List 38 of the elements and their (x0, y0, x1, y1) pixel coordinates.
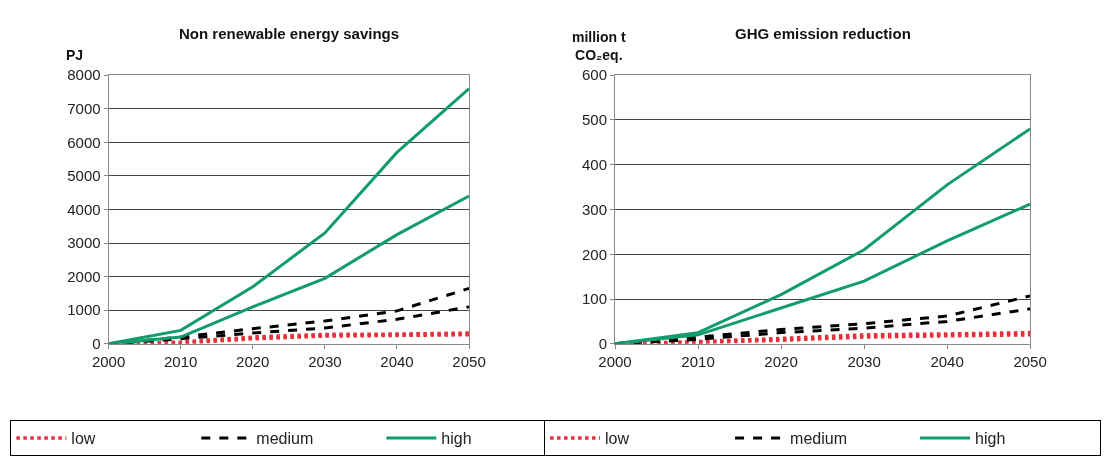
y-tick-label: 200 (582, 245, 608, 263)
x-tick-label: 2000 (598, 352, 632, 370)
y-tick-label: 1000 (67, 301, 101, 319)
x-tick-label: 2030 (308, 352, 342, 370)
x-tick-label: 2000 (91, 352, 126, 370)
x-tick-label: 2020 (764, 352, 798, 370)
y-tick-label: 8000 (67, 66, 101, 84)
legend-label: high (441, 430, 472, 448)
legend-label: low (71, 430, 96, 448)
y-tick-label: 7000 (67, 99, 101, 117)
y-tick-label: 300 (582, 200, 608, 218)
y-tick-label: 3000 (67, 234, 101, 252)
x-tick-label: 2030 (847, 352, 881, 370)
y-tick-label: 500 (582, 111, 608, 129)
legend-label: medium (790, 430, 847, 448)
y-axis-title: PJ (66, 47, 84, 63)
y-tick-label: 4000 (67, 200, 101, 218)
legend-label: high (975, 430, 1006, 448)
y-tick-label: 0 (598, 335, 608, 353)
x-tick-label: 2050 (1013, 352, 1047, 370)
y-tick-label: 6000 (67, 133, 101, 151)
y-tick-label: 100 (582, 290, 608, 308)
chart-title: GHG emission reduction (735, 25, 911, 42)
y-tick-label: 2000 (67, 267, 101, 285)
x-tick-label: 2020 (236, 352, 270, 370)
x-tick-label: 2010 (164, 352, 198, 370)
y-tick-label: 400 (582, 155, 608, 173)
x-tick-label: 2040 (380, 352, 414, 370)
y-tick-label: 600 (582, 66, 608, 84)
y-tick-label: 5000 (67, 167, 101, 185)
legend-label: medium (256, 430, 314, 448)
y-tick-label: 0 (92, 335, 101, 353)
x-tick-label: 2040 (930, 352, 964, 370)
legend-label: low (605, 430, 630, 448)
x-tick-label: 2050 (452, 352, 486, 370)
x-tick-label: 2010 (681, 352, 715, 370)
y-axis-title: million t CO₂eq. (572, 29, 626, 64)
chart-title: Non renewable energy savings (179, 25, 400, 42)
